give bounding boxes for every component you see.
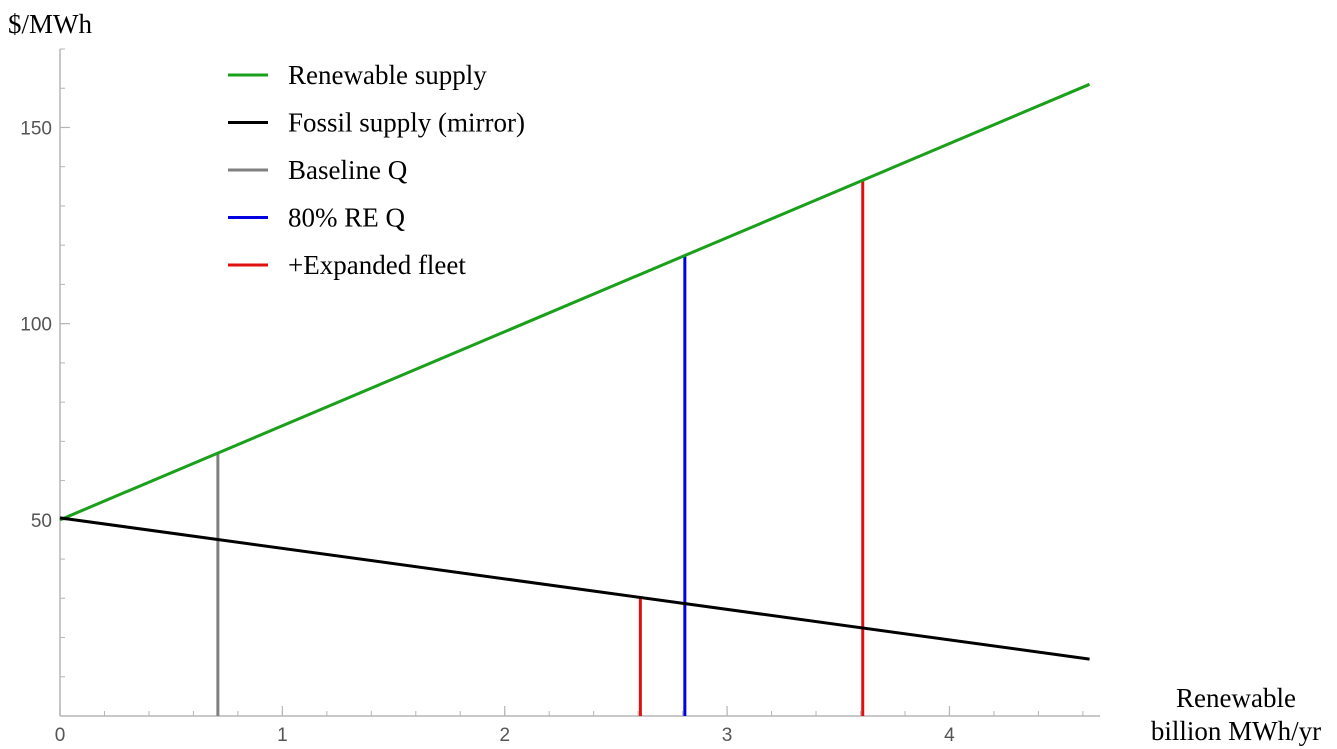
fossil-supply-mirror-line	[59, 516, 1090, 661]
x-tick-label: 2	[499, 725, 510, 746]
legend-label: +Expanded fleet	[288, 250, 466, 280]
x-axis-title-line2: billion MWh/yr	[1151, 716, 1321, 746]
x-tick-label: 3	[722, 725, 733, 746]
legend-label: Fossil supply (mirror)	[288, 108, 525, 138]
y-tick-label: 50	[31, 511, 52, 532]
y-axis-title: $/MWh	[8, 9, 92, 39]
legend-label: Renewable supply	[288, 60, 487, 90]
x-axis-title-line1: Renewable	[1176, 683, 1296, 713]
series-layer	[59, 82, 1091, 716]
x-tick-label: 1	[277, 725, 288, 746]
x-tick-label: 0	[55, 725, 66, 746]
renewable-supply-line	[59, 82, 1091, 522]
x-tick-label: 4	[944, 725, 955, 746]
legend: Renewable supply Fossil supply (mirror) Ba…	[228, 60, 525, 280]
legend-label: 80% RE Q	[288, 203, 405, 233]
legend-label: Baseline Q	[288, 155, 408, 185]
axes: 0 1 2 3 4 50 100 150	[20, 48, 1100, 746]
y-tick-label: 150	[20, 118, 52, 139]
y-tick-label: 100	[20, 315, 52, 336]
